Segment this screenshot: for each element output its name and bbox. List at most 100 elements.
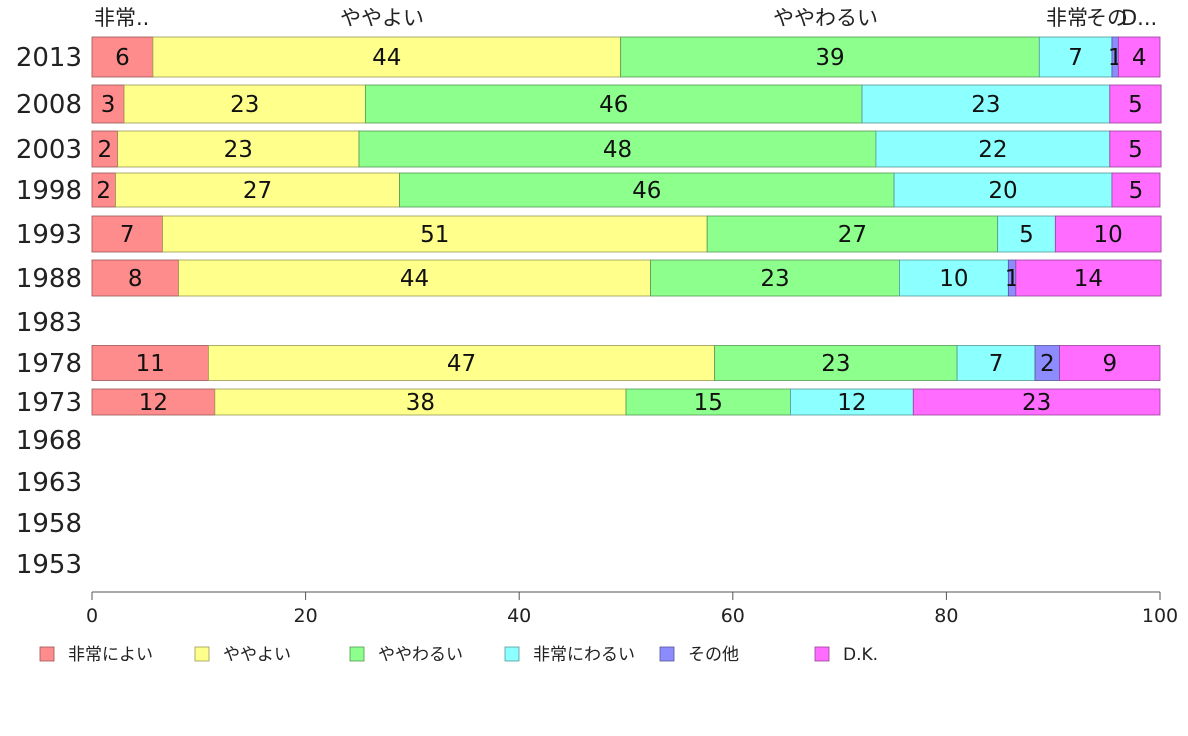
data-label: 22 [978,137,1007,163]
legend-swatch [349,646,365,662]
bar-segment [875,130,1111,168]
bar-segment [956,345,1036,381]
bar-segment [91,130,119,168]
bar-segment [162,215,708,253]
bar-segment [91,345,209,381]
bar-segment [1109,84,1162,124]
x-tick-label: 40 [507,605,531,627]
bar-segment [115,172,400,208]
y-tick-label: 1998 [16,176,82,206]
legend-item: ややわるい [349,645,463,665]
data-label: 5 [1128,137,1143,163]
data-label: 27 [838,222,867,248]
top-series-label: 非常 [1046,6,1088,30]
bar-segment [152,36,622,78]
y-tick-label: 1968 [16,426,82,456]
bar-row-2013: 6 44 39 7 1 4 [91,36,1161,78]
x-tick-label: 0 [86,605,98,627]
legend-label: ややよい [223,645,291,665]
legend-label: D.K. [843,645,878,665]
data-label: 5 [1019,222,1034,248]
legend-label: その他 [688,645,739,665]
bar-segment [790,388,914,416]
legend-swatch [504,646,520,662]
legend-swatch [39,646,55,662]
bar-segment [358,130,877,168]
y-tick-label: 2003 [16,135,82,165]
bar-row-1993: 7 51 27 5 10 [91,215,1162,253]
bar-segment [899,259,1009,297]
bar-segment [178,259,651,297]
top-series-label: 非常.. [94,6,149,30]
data-label: 23 [821,351,850,377]
bar-segment [625,388,791,416]
bar-row-1973: 12 38 15 12 23 [91,388,1161,416]
x-tick-label: 100 [1142,605,1178,627]
data-label: 12 [837,390,866,416]
bar-segment [893,172,1113,208]
bar-segment [1111,172,1161,208]
bar-segment [1054,215,1162,253]
data-label: 12 [139,390,168,416]
data-label: 46 [599,92,628,118]
legend-item: D.K. [814,645,878,665]
bar-segment [365,84,863,124]
x-tick-label: 60 [721,605,745,627]
top-series-label: ややわるい [773,6,878,30]
y-axis-tick-labels: 2013 2008 2003 1998 1993 1988 1983 1978 1973 1968… [16,43,82,580]
data-label: 23 [971,92,1000,118]
top-series-label: ややよい [340,6,424,30]
y-tick-label: 2013 [16,43,82,73]
legend-item: 非常にわるい [504,645,635,665]
bar-segment [861,84,1111,124]
data-label: 10 [1094,222,1123,248]
legend-swatch [659,646,675,662]
bar-row-2003: 2 23 48 22 5 [91,130,1162,168]
top-series-label: D... [1121,6,1157,30]
data-label: 48 [603,137,632,163]
data-label: 2 [97,137,112,163]
data-label: 44 [372,45,401,71]
x-tick-label: 80 [934,605,958,627]
data-label: 39 [815,45,844,71]
data-label: 44 [400,266,429,292]
data-label: 20 [988,178,1017,204]
data-label: 7 [1068,45,1083,71]
y-tick-label: 1988 [16,264,82,294]
top-series-label: その [1086,6,1128,30]
bar-segment [1038,36,1113,78]
bar-segment [1109,130,1162,168]
bar-segment [117,130,360,168]
legend-swatch [814,646,830,662]
bar-segment [1059,345,1161,381]
data-label: 9 [1102,351,1117,377]
y-tick-label: 1953 [16,550,82,580]
y-tick-label: 1973 [16,388,82,418]
data-label: 6 [115,45,130,71]
data-label: 23 [224,137,253,163]
data-label: 4 [1132,45,1147,71]
bar-segment [714,345,958,381]
bar-segment [620,36,1040,78]
data-label: 14 [1074,266,1103,292]
bar-rows: 6 44 39 7 1 43 23 46 23 52 23 48 22 52 27 46 20 57 51 27 5 10… [91,36,1162,416]
bar-segment [91,259,179,297]
y-tick-label: 1963 [16,468,82,498]
bar-segment [91,388,216,416]
bar-segment [997,215,1056,253]
legend-item: 非常によい [39,645,153,665]
legend-label: 非常にわるい [533,645,635,665]
y-tick-label: 1958 [16,509,82,539]
data-label: 5 [1128,92,1143,118]
data-label: 23 [1022,390,1051,416]
data-label: 46 [632,178,661,204]
bar-segment [1117,36,1161,78]
data-label: 5 [1129,178,1144,204]
bar-row-1988: 8 44 23 10 1 14 [91,259,1162,297]
bar-segment [214,388,627,416]
data-label: 8 [128,266,143,292]
legend-item: ややよい [194,645,291,665]
data-label: 38 [406,390,435,416]
bar-segment [912,388,1161,416]
